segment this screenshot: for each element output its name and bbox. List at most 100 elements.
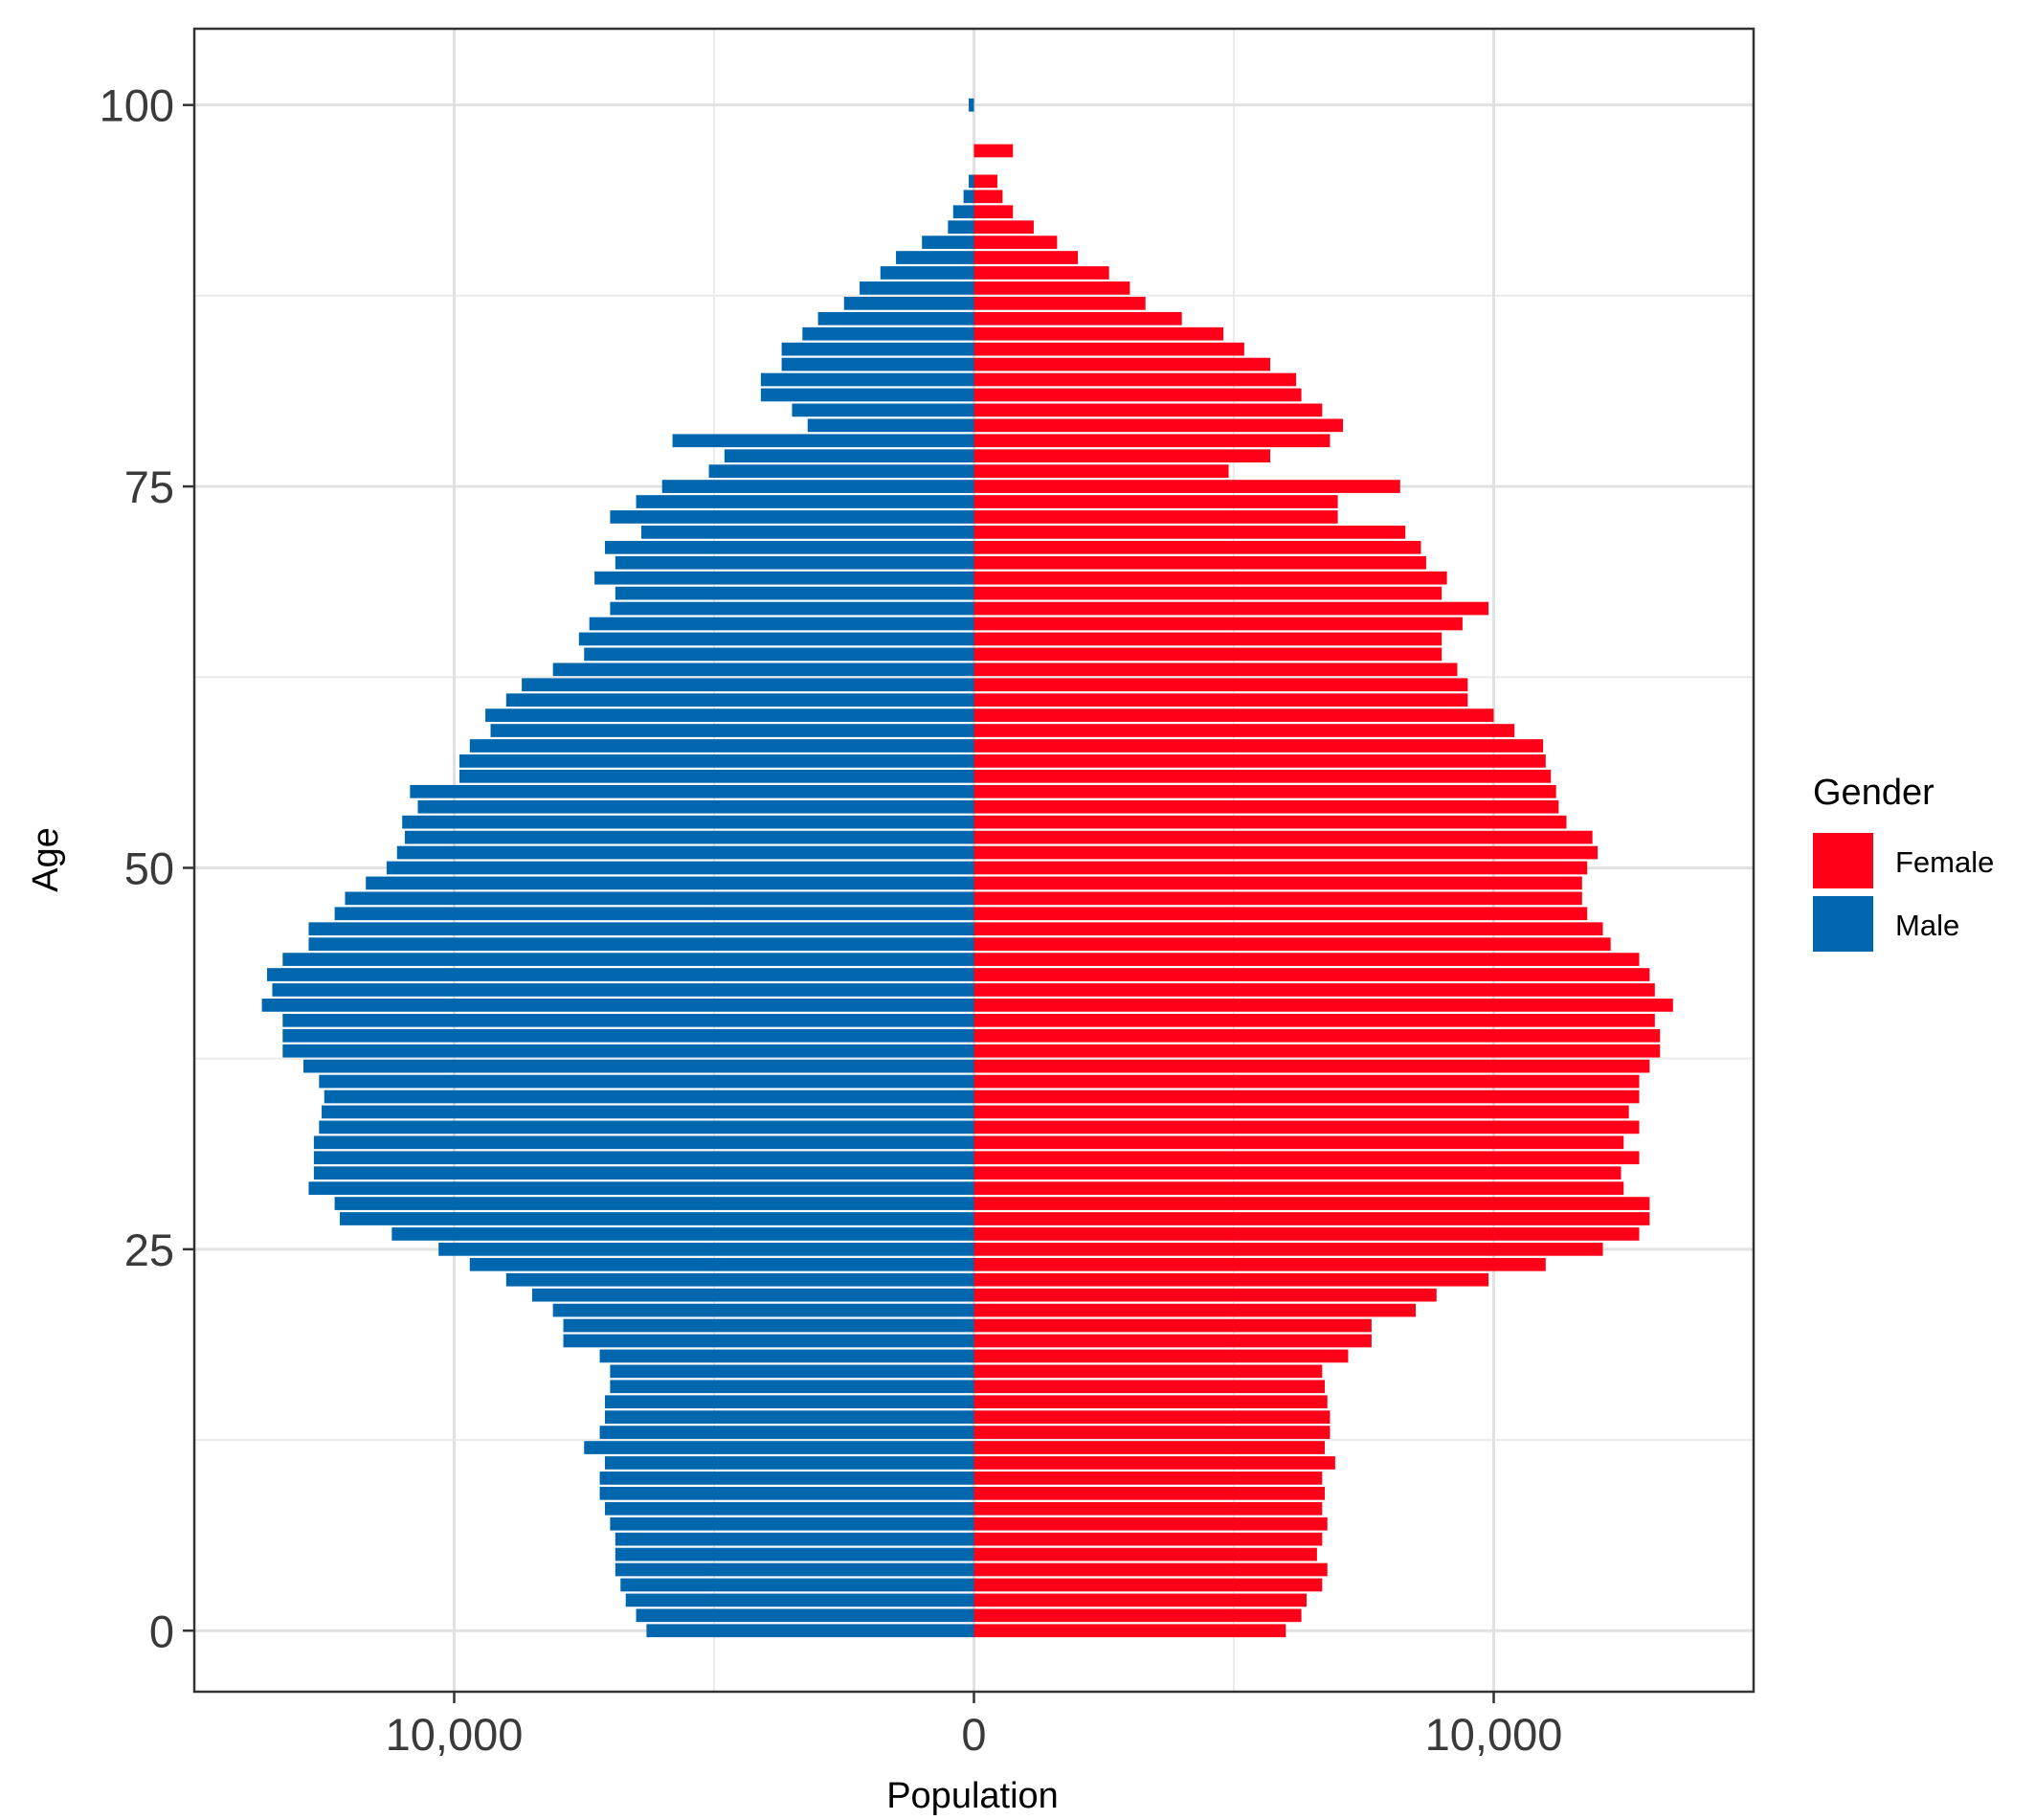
legend: Gender Female Male bbox=[1813, 773, 1994, 952]
bar-male-age-3 bbox=[620, 1578, 974, 1592]
bar-male-age-9 bbox=[599, 1486, 974, 1500]
bar-male-age-62 bbox=[522, 678, 974, 692]
bar-female-age-46 bbox=[973, 922, 1603, 936]
bar-male-age-21 bbox=[552, 1303, 974, 1317]
bar-female-age-89 bbox=[973, 266, 1109, 280]
bar-female-age-26 bbox=[973, 1227, 1640, 1241]
bar-female-age-10 bbox=[973, 1472, 1323, 1485]
bar-female-age-61 bbox=[973, 693, 1468, 708]
bar-male-age-91 bbox=[922, 236, 974, 249]
bar-female-age-29 bbox=[973, 1181, 1624, 1195]
bar-male-age-7 bbox=[610, 1517, 974, 1531]
bar-male-age-89 bbox=[880, 266, 974, 280]
bar-male-age-50 bbox=[386, 861, 974, 875]
x-tick-label: 10,000 bbox=[386, 1709, 524, 1760]
bar-female-age-4 bbox=[973, 1562, 1328, 1577]
y-tick-label: 0 bbox=[149, 1606, 174, 1656]
bar-female-age-80 bbox=[973, 403, 1323, 417]
bar-female-age-83 bbox=[973, 357, 1271, 371]
bar-female-age-59 bbox=[973, 724, 1515, 737]
bar-female-age-85 bbox=[973, 326, 1224, 341]
bar-male-age-78 bbox=[672, 434, 974, 448]
bar-female-age-82 bbox=[973, 372, 1297, 387]
bar-female-age-8 bbox=[973, 1501, 1323, 1516]
bar-male-age-1 bbox=[636, 1608, 974, 1623]
bar-male-age-43 bbox=[267, 968, 974, 981]
bar-female-age-63 bbox=[973, 663, 1458, 677]
bar-female-age-28 bbox=[973, 1197, 1650, 1210]
x-tick-label: 10,000 bbox=[1425, 1709, 1563, 1760]
bar-female-age-60 bbox=[973, 708, 1494, 722]
bar-male-age-70 bbox=[615, 555, 974, 570]
bar-female-age-57 bbox=[973, 754, 1546, 768]
bar-female-age-48 bbox=[973, 891, 1582, 906]
bar-female-age-3 bbox=[973, 1578, 1323, 1592]
bar-male-age-75 bbox=[661, 480, 974, 493]
bar-female-age-74 bbox=[973, 495, 1338, 508]
bar-male-age-53 bbox=[402, 815, 974, 829]
bar-male-age-39 bbox=[282, 1028, 974, 1043]
bar-male-age-11 bbox=[604, 1456, 974, 1470]
bar-male-age-72 bbox=[640, 526, 974, 539]
legend-key-male bbox=[1813, 896, 1873, 952]
bar-male-age-69 bbox=[594, 571, 974, 585]
x-axis-title: Population bbox=[886, 1776, 1059, 1816]
bar-male-age-49 bbox=[366, 876, 974, 890]
bar-male-age-71 bbox=[604, 540, 974, 554]
bar-female-age-50 bbox=[973, 861, 1588, 875]
bar-male-age-6 bbox=[615, 1532, 974, 1546]
bar-female-age-62 bbox=[973, 678, 1468, 692]
bar-female-age-49 bbox=[973, 876, 1582, 890]
bar-male-age-15 bbox=[604, 1395, 974, 1409]
bar-female-age-37 bbox=[973, 1059, 1650, 1073]
bar-male-age-29 bbox=[308, 1181, 974, 1195]
bar-male-age-90 bbox=[896, 251, 974, 264]
x-tick-label: 0 bbox=[961, 1709, 986, 1760]
bar-female-age-47 bbox=[973, 907, 1588, 921]
bar-female-age-66 bbox=[973, 617, 1463, 631]
bars-group bbox=[261, 98, 1673, 1638]
bar-male-age-93 bbox=[952, 205, 974, 219]
bar-male-age-77 bbox=[724, 449, 974, 463]
bar-male-age-44 bbox=[282, 953, 974, 966]
bar-male-age-86 bbox=[817, 311, 974, 326]
bar-male-age-58 bbox=[469, 739, 974, 753]
bar-male-age-60 bbox=[485, 708, 974, 722]
bar-male-age-74 bbox=[636, 495, 974, 508]
bar-female-age-5 bbox=[973, 1547, 1317, 1562]
bar-male-age-85 bbox=[802, 326, 974, 341]
bar-male-age-28 bbox=[334, 1197, 974, 1210]
bar-male-age-68 bbox=[615, 586, 974, 600]
bar-male-age-32 bbox=[313, 1135, 974, 1150]
bar-male-age-19 bbox=[563, 1334, 974, 1348]
bar-male-age-26 bbox=[391, 1227, 974, 1241]
bar-male-age-73 bbox=[610, 510, 974, 524]
bar-female-age-31 bbox=[973, 1151, 1640, 1165]
bar-male-age-2 bbox=[625, 1593, 974, 1607]
bar-male-age-48 bbox=[345, 891, 974, 906]
bar-male-age-76 bbox=[708, 464, 974, 478]
bar-male-age-4 bbox=[615, 1562, 974, 1577]
bar-female-age-58 bbox=[973, 739, 1544, 753]
bar-female-age-65 bbox=[973, 632, 1442, 646]
bar-female-age-68 bbox=[973, 586, 1442, 600]
bar-male-age-45 bbox=[308, 937, 974, 951]
bar-male-age-38 bbox=[282, 1044, 974, 1058]
bar-female-age-67 bbox=[973, 601, 1489, 616]
bar-female-age-32 bbox=[973, 1135, 1624, 1150]
bar-male-age-80 bbox=[792, 403, 974, 417]
y-tick-label: 100 bbox=[100, 80, 174, 131]
legend-label-female: Female bbox=[1895, 845, 1994, 879]
bar-female-age-24 bbox=[973, 1257, 1546, 1271]
bar-female-age-34 bbox=[973, 1105, 1629, 1119]
bar-female-age-70 bbox=[973, 555, 1426, 570]
bar-male-age-63 bbox=[552, 663, 974, 677]
bar-male-age-51 bbox=[396, 845, 974, 860]
bar-male-age-41 bbox=[261, 999, 974, 1012]
bar-female-age-35 bbox=[973, 1090, 1640, 1104]
bar-female-age-2 bbox=[973, 1593, 1308, 1607]
bar-female-age-15 bbox=[973, 1395, 1328, 1409]
bar-female-age-13 bbox=[973, 1426, 1331, 1439]
bar-male-age-65 bbox=[578, 632, 974, 646]
